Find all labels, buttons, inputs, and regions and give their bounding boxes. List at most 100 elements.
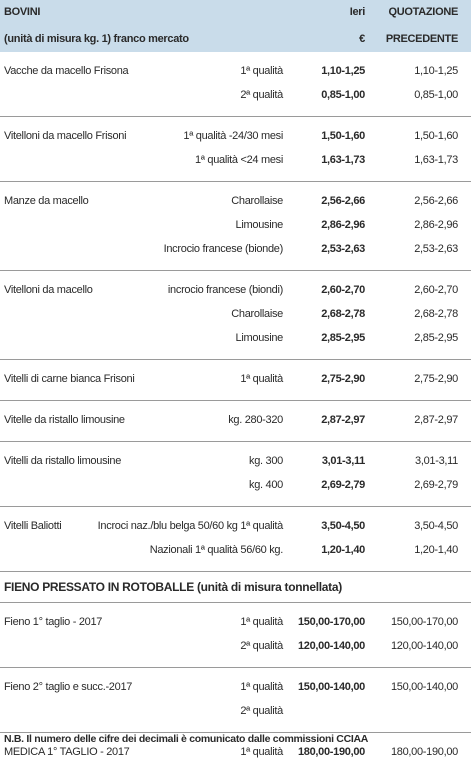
product-group: Fieno 1° taglio - 2017 1ª qualità 150,00-1… bbox=[0, 603, 471, 668]
price-ieri: 2,69-2,79 bbox=[321, 479, 365, 491]
price-row: Nazionali 1ª qualità 56/60 kg. 1,20-1,40 1… bbox=[0, 539, 471, 563]
price-row: Fieno 2° taglio e succ.-2017 1ª qualità 15… bbox=[0, 676, 471, 700]
price-ieri: 2,53-2,63 bbox=[321, 243, 365, 255]
product-name: Vitelloni da macello bbox=[4, 284, 93, 296]
product-group: Vitelli da ristallo limousine kg. 300 3,01… bbox=[0, 442, 471, 507]
price-row: 2ª qualità bbox=[0, 700, 471, 724]
product-name: Vitelle da ristallo limousine bbox=[4, 414, 125, 426]
table-header: BOVINI (unità di misura kg. 1) franco me… bbox=[0, 0, 471, 52]
quality: Limousine bbox=[235, 219, 284, 231]
price-row: Limousine 2,85-2,95 2,85-2,95 bbox=[0, 327, 471, 351]
section-heading: FIENO PRESSATO IN ROTOBALLE (unità di mi… bbox=[0, 572, 471, 603]
quality: Charollaise bbox=[231, 308, 283, 320]
product-name: Vitelli Baliotti bbox=[4, 520, 62, 532]
price-row: Charollaise 2,68-2,78 2,68-2,78 bbox=[0, 303, 471, 327]
price-previous: 3,50-4,50 bbox=[414, 520, 458, 532]
quality: 1ª qualità bbox=[240, 746, 283, 758]
quality: 1ª qualità bbox=[240, 373, 283, 385]
price-previous: 1,50-1,60 bbox=[414, 130, 458, 142]
product-group: Vitelli Baliotti Incroci naz./blu belga 5… bbox=[0, 507, 471, 572]
quality: Nazionali 1ª qualità 56/60 kg. bbox=[149, 544, 284, 556]
price-previous: 2,60-2,70 bbox=[414, 284, 458, 296]
product-group: Vitelle da ristallo limousine kg. 280-320… bbox=[0, 401, 471, 442]
quality: Incrocio francese (bionde) bbox=[163, 243, 284, 255]
price-row: Vitelli Baliotti Incroci naz./blu belga 5… bbox=[0, 515, 471, 539]
price-row: Vitelli da ristallo limousine kg. 300 3,01… bbox=[0, 450, 471, 474]
price-ieri: 120,00-140,00 bbox=[297, 640, 365, 652]
product-group: Vitelloni da macello Frisoni 1ª qualità -… bbox=[0, 117, 471, 182]
product-group: Vitelli di carne bianca Frisoni 1ª qualit… bbox=[0, 360, 471, 401]
price-previous: 2,69-2,79 bbox=[414, 479, 458, 491]
price-ieri: 3,50-4,50 bbox=[321, 520, 365, 532]
price-previous: 180,00-190,00 bbox=[390, 746, 458, 758]
price-row: Vitelli di carne bianca Frisoni 1ª qualit… bbox=[0, 368, 471, 392]
price-ieri: 2,68-2,78 bbox=[321, 308, 365, 320]
price-previous: 120,00-140,00 bbox=[390, 640, 458, 652]
quality: Charollaise bbox=[231, 195, 283, 207]
price-previous: 2,85-2,95 bbox=[414, 332, 458, 344]
header-ieri: Ieri bbox=[349, 6, 366, 18]
price-previous: 150,00-170,00 bbox=[390, 616, 458, 628]
price-ieri: 1,20-1,40 bbox=[321, 544, 365, 556]
quality: Incroci naz./blu belga 50/60 kg 1ª quali… bbox=[97, 520, 284, 532]
price-row: Fieno 1° taglio - 2017 1ª qualità 150,00-1… bbox=[0, 611, 471, 635]
price-previous: 2,68-2,78 bbox=[414, 308, 458, 320]
product-group: MEDICA 1° TAGLIO - 2017 1ª qualità 180,00-… bbox=[0, 733, 471, 760]
product-name: Vitelloni da macello Frisoni bbox=[4, 130, 127, 142]
price-row: 2ª qualità 0,85-1,00 0,85-1,00 bbox=[0, 84, 471, 108]
quality: 2ª qualità bbox=[240, 640, 283, 652]
price-row: Vitelle da ristallo limousine kg. 280-320… bbox=[0, 409, 471, 433]
price-previous: 2,87-2,97 bbox=[414, 414, 458, 426]
price-previous: 3,01-3,11 bbox=[415, 455, 458, 467]
price-previous: 1,10-1,25 bbox=[414, 65, 458, 77]
price-previous: 2,56-2,66 bbox=[414, 195, 458, 207]
fieno-section: Fieno 1° taglio - 2017 1ª qualità 150,00-1… bbox=[0, 603, 471, 760]
price-row: Manze da macello Charollaise 2,56-2,66 2,56… bbox=[0, 190, 471, 214]
price-ieri: 0,85-1,00 bbox=[321, 89, 365, 101]
header-title: BOVINI bbox=[4, 6, 41, 18]
price-ieri: 2,60-2,70 bbox=[321, 284, 365, 296]
quality: 2ª qualità bbox=[240, 705, 283, 717]
header-prev: QUOTAZIONE bbox=[388, 6, 458, 18]
price-ieri: 150,00-170,00 bbox=[297, 616, 365, 628]
quality: 1ª qualità bbox=[240, 681, 283, 693]
price-ieri: 1,50-1,60 bbox=[321, 130, 365, 142]
price-ieri: 180,00-190,00 bbox=[297, 746, 365, 758]
price-previous: 2,86-2,96 bbox=[414, 219, 458, 231]
product-name: Vitelli da ristallo limousine bbox=[4, 455, 122, 467]
price-previous: 0,85-1,00 bbox=[414, 89, 458, 101]
price-previous: 150,00-140,00 bbox=[390, 681, 458, 693]
price-row: Incrocio francese (bionde) 2,53-2,63 2,53-… bbox=[0, 238, 471, 262]
quality: 1ª qualità <24 mesi bbox=[195, 154, 283, 166]
price-previous: 2,53-2,63 bbox=[414, 243, 458, 255]
price-ieri: 2,86-2,96 bbox=[321, 219, 365, 231]
quality: kg. 400 bbox=[249, 479, 283, 491]
header-prev-sub: PRECEDENTE bbox=[385, 33, 458, 45]
price-row: Vitelloni da macello incrocio francese (b… bbox=[0, 279, 471, 303]
quality: 1ª qualità bbox=[240, 616, 283, 628]
price-ieri: 3,01-3,11 bbox=[321, 455, 365, 467]
price-ieri: 2,87-2,97 bbox=[321, 414, 365, 426]
price-row: 2ª qualità 120,00-140,00 120,00-140,00 bbox=[0, 635, 471, 659]
price-row: Limousine 2,86-2,96 2,86-2,96 bbox=[0, 214, 471, 238]
price-row: Vitelloni da macello Frisoni 1ª qualità -… bbox=[0, 125, 471, 149]
product-name: Vacche da macello Frisona bbox=[4, 65, 129, 77]
quality: kg. 300 bbox=[249, 455, 283, 467]
footnote: N.B. Il numero delle cifre dei decimali … bbox=[4, 733, 369, 745]
product-group: Vacche da macello Frisona 1ª qualità 1,10-… bbox=[0, 52, 471, 117]
price-ieri: 1,63-1,73 bbox=[321, 154, 365, 166]
product-name: Vitelli di carne bianca Frisoni bbox=[4, 373, 135, 385]
price-previous: 1,63-1,73 bbox=[414, 154, 458, 166]
price-previous: 2,75-2,90 bbox=[414, 373, 458, 385]
product-name: MEDICA 1° TAGLIO - 2017 bbox=[4, 746, 130, 758]
price-ieri: 2,85-2,95 bbox=[321, 332, 365, 344]
header-ieri-unit: € bbox=[359, 33, 365, 45]
product-group: Manze da macello Charollaise 2,56-2,66 2,56… bbox=[0, 182, 471, 271]
product-name: Fieno 1° taglio - 2017 bbox=[4, 616, 103, 628]
price-ieri: 150,00-140,00 bbox=[297, 681, 365, 693]
quality: 1ª qualità -24/30 mesi bbox=[183, 130, 283, 142]
price-row: MEDICA 1° TAGLIO - 2017 1ª qualità 180,00-… bbox=[0, 741, 471, 760]
price-row: Vacche da macello Frisona 1ª qualità 1,10-… bbox=[0, 60, 471, 84]
price-ieri: 1,10-1,25 bbox=[321, 65, 365, 77]
